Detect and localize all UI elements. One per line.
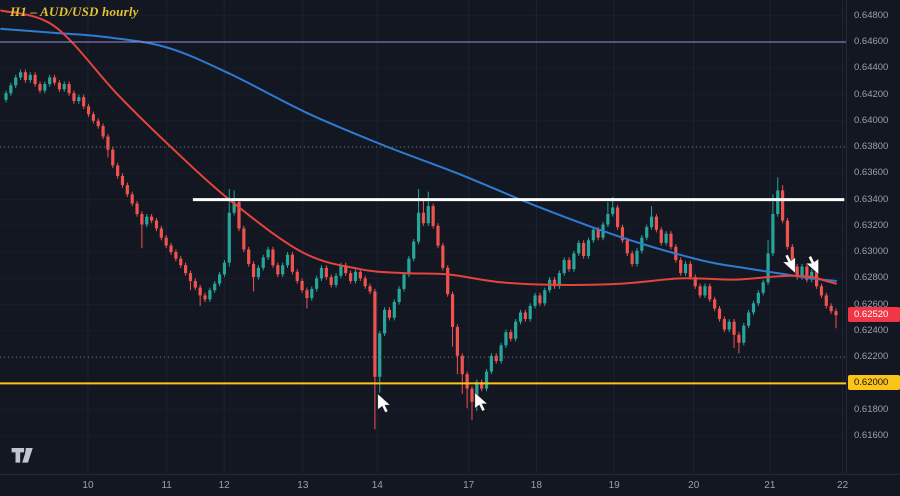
time-tick-label: 11	[161, 480, 172, 491]
candles-group	[4, 69, 838, 430]
last-price-axis-label: 0.62520	[848, 307, 900, 323]
time-tick-label: 19	[608, 480, 620, 491]
time-tick-label: 13	[297, 480, 309, 491]
time-tick-label: 21	[764, 480, 776, 491]
chart-title: H1 – AUD/USD hourly	[10, 4, 139, 19]
time-tick-label: 12	[218, 480, 230, 491]
time-tick-label: 20	[688, 480, 700, 491]
price-tick-label: 0.62600	[854, 298, 889, 310]
price-tick-label: 0.62200	[854, 351, 889, 363]
time-tick-label: 17	[463, 480, 475, 491]
support-price-axis-label: 0.62000	[848, 375, 900, 391]
candlestick-chart-canvas[interactable]	[0, 0, 846, 474]
price-axis[interactable]: 0.62000 0.62520 0.64800 0.64600 0.64400 0.6…	[846, 0, 900, 474]
cursor-arrow-annotation	[377, 393, 392, 413]
cursor-arrow-annotation	[805, 255, 819, 276]
grid-lines	[87, 0, 844, 474]
ma-fast-red-line	[0, 9, 837, 286]
ma-slow-blue-line	[0, 27, 837, 282]
price-tick-label: 0.64400	[854, 62, 889, 74]
price-tick-label: 0.64600	[854, 36, 889, 48]
cursor-arrow-annotation	[474, 391, 489, 412]
price-tick-label: 0.62800	[854, 272, 889, 284]
price-tick-label: 0.62400	[854, 324, 889, 336]
price-tick-label: 0.63600	[854, 167, 889, 179]
price-tick-label: 0.61800	[854, 403, 889, 415]
time-tick-label: 18	[530, 480, 542, 491]
price-tick-label: 0.64000	[854, 114, 889, 126]
price-tick-label: 0.63200	[854, 219, 889, 231]
time-tick-label: 22	[837, 480, 849, 491]
time-tick-label: 10	[82, 480, 94, 491]
price-tick-label: 0.61600	[854, 429, 889, 441]
tradingview-logo-icon[interactable]	[10, 442, 36, 468]
price-tick-label: 0.63400	[854, 193, 889, 205]
time-axis[interactable]: 10 11 12 13 14 17 18 19 20 21 22	[0, 474, 900, 496]
price-tick-label: 0.64200	[854, 88, 889, 100]
cursor-arrow-annotation	[781, 254, 796, 274]
price-tick-label: 0.64800	[854, 9, 889, 21]
time-tick-label: 14	[371, 480, 383, 491]
price-tick-label: 0.63000	[854, 246, 889, 258]
price-tick-label: 0.63800	[854, 141, 889, 153]
